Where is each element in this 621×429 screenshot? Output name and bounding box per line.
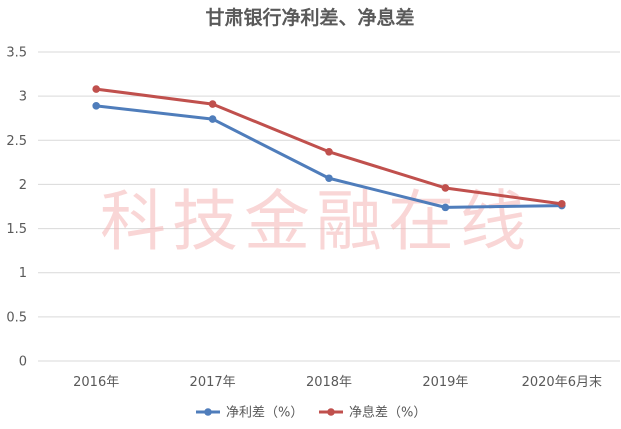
watermark: 科技金融在线 [100,183,532,260]
data-point [441,203,450,212]
y-axis: 0 0.5 1 1.5 2 2.5 3 3.5 [6,46,27,370]
x-tick-label: 2020年6月末 [522,375,602,390]
y-tick-label: 2 [19,178,27,193]
y-tick-label: 1.5 [6,222,27,237]
data-point [92,85,100,93]
data-point [325,147,333,156]
data-point [325,174,333,183]
y-tick-label: 0.5 [6,310,27,325]
y-tick-label: 3.5 [6,46,27,61]
chart-title: 甘肃银行净利差、净息差 [205,6,414,29]
x-tick-label: 2016年 [73,375,119,390]
data-point [92,102,100,110]
x-axis: 2016年 2017年 2018年 2019年 2020年6月末 [73,375,602,390]
legend-label-1: 净息差（%） [349,405,426,421]
data-point [441,184,450,192]
x-tick-label: 2019年 [422,375,468,390]
legend-marker-0 [204,408,212,416]
legend-marker-1 [327,408,335,416]
series [92,85,566,212]
y-tick-label: 3 [19,90,27,105]
y-tick-label: 2.5 [6,134,27,149]
y-tick-label: 0 [19,355,27,370]
x-tick-label: 2018年 [306,375,352,390]
gridlines [38,51,620,362]
data-point [208,115,217,123]
legend: 净利差（%） 净息差（%） [196,405,426,421]
data-point [208,100,217,108]
x-tick-label: 2017年 [190,375,236,390]
data-point [558,200,566,208]
y-tick-label: 1 [19,266,27,281]
legend-label-0: 净利差（%） [226,406,303,421]
